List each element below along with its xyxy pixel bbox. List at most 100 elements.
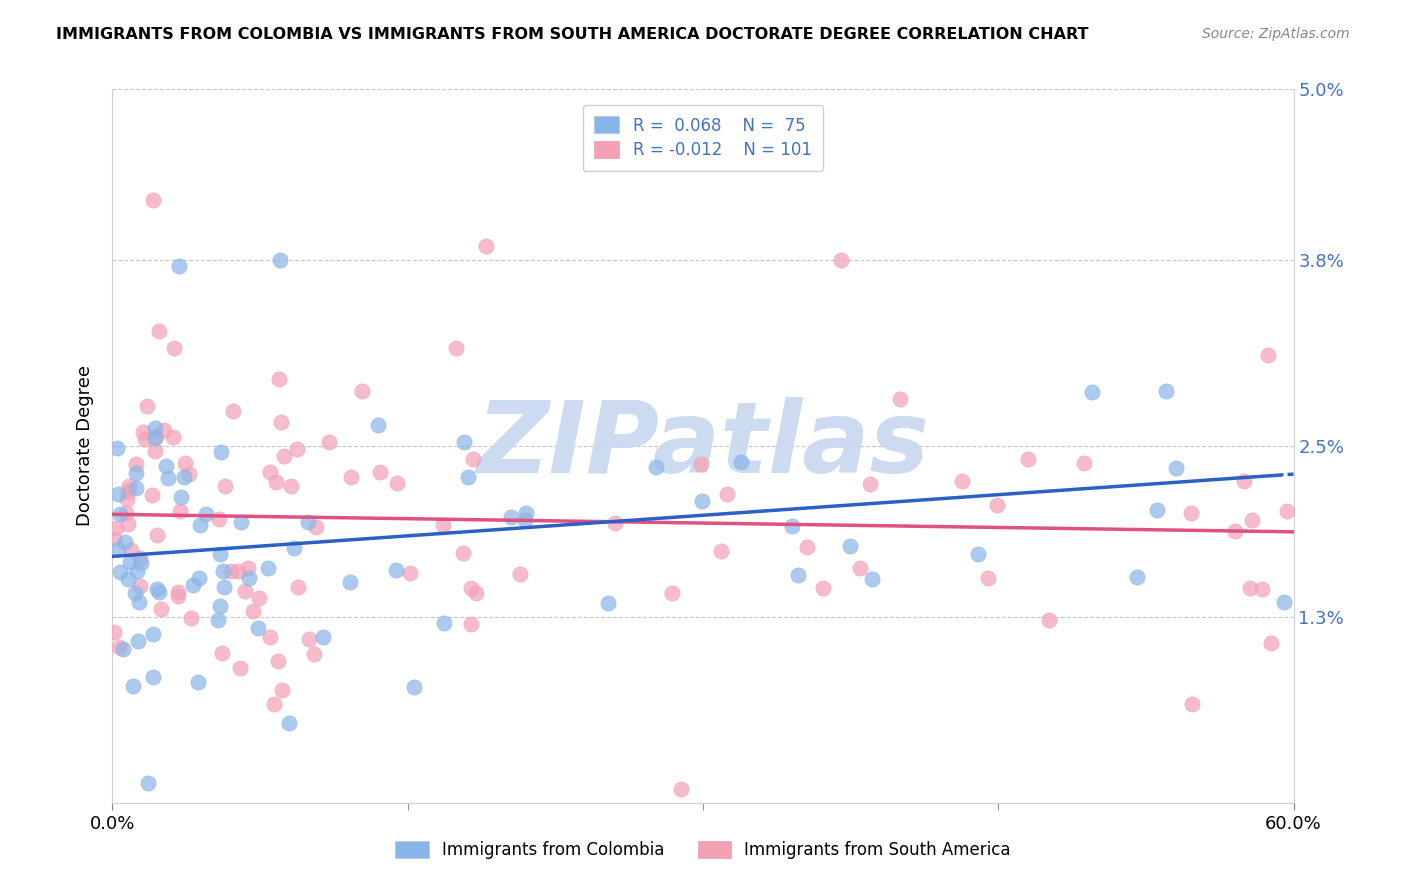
Immigrants from Colombia [1274,595,1296,609]
Immigrants from South America [103,532,125,546]
Immigrants from Colombia [787,568,810,582]
Immigrants from South America [986,498,1008,512]
Immigrants from South America [153,423,176,437]
Immigrants from South America [280,479,302,493]
Immigrants from South America [129,551,152,566]
Immigrants from South America [145,527,167,541]
Immigrants from Colombia [142,627,165,641]
Immigrants from South America [167,589,190,603]
Immigrants from South America [163,341,186,355]
Immigrants from South America [115,507,138,521]
Legend: Immigrants from Colombia, Immigrants from South America: Immigrants from Colombia, Immigrants fro… [388,834,1018,866]
Immigrants from Colombia [207,613,229,627]
Immigrants from South America [148,325,170,339]
Immigrants from South America [977,571,1000,585]
Immigrants from South America [1181,697,1204,711]
Immigrants from South America [117,516,139,531]
Immigrants from South America [135,399,157,413]
Immigrants from Colombia [1164,460,1187,475]
Immigrants from Colombia [188,571,211,585]
Immigrants from Colombia [246,621,269,635]
Immigrants from Colombia [124,586,146,600]
Immigrants from South America [145,429,167,443]
Immigrants from South America [287,580,309,594]
Immigrants from South America [399,566,422,580]
Immigrants from Colombia [114,535,136,549]
Immigrants from Colombia [780,519,803,533]
Immigrants from South America [464,586,486,600]
Immigrants from Colombia [212,564,235,578]
Immigrants from Colombia [515,506,537,520]
Immigrants from Colombia [209,547,232,561]
Immigrants from South America [605,516,627,530]
Immigrants from Colombia [105,442,128,456]
Immigrants from Colombia [187,674,209,689]
Immigrants from South America [811,581,834,595]
Immigrants from South America [125,458,148,472]
Immigrants from South America [1257,348,1279,362]
Immigrants from Colombia [339,574,361,589]
Immigrants from South America [859,477,882,491]
Immigrants from South America [1038,613,1060,627]
Immigrants from South America [1250,582,1272,596]
Immigrants from South America [219,564,242,578]
Immigrants from South America [134,432,156,446]
Immigrants from South America [166,585,188,599]
Text: Source: ZipAtlas.com: Source: ZipAtlas.com [1202,27,1350,41]
Text: ZIPatlas: ZIPatlas [477,398,929,494]
Immigrants from Colombia [283,541,305,555]
Immigrants from South America [131,425,153,440]
Immigrants from South America [509,566,531,581]
Immigrants from South America [304,647,326,661]
Immigrants from South America [1073,456,1095,470]
Immigrants from South America [247,591,270,606]
Immigrants from South America [287,442,309,456]
Immigrants from South America [141,488,163,502]
Immigrants from Colombia [145,582,167,597]
Immigrants from South America [179,467,201,481]
Immigrants from South America [830,253,852,268]
Immigrants from Colombia [156,471,179,485]
Immigrants from Colombia [145,431,167,445]
Immigrants from South America [180,610,202,624]
Immigrants from South America [169,504,191,518]
Immigrants from South America [432,517,454,532]
Immigrants from South America [117,484,139,499]
Immigrants from South America [318,435,340,450]
Immigrants from South America [208,512,231,526]
Immigrants from South America [103,625,125,640]
Immigrants from South America [340,469,363,483]
Immigrants from Colombia [229,515,252,529]
Immigrants from South America [118,479,141,493]
Immigrants from South America [142,193,165,207]
Immigrants from South America [305,520,328,534]
Immigrants from Colombia [367,418,389,433]
Immigrants from Colombia [121,679,143,693]
Immigrants from Colombia [120,555,142,569]
Immigrants from Colombia [238,571,260,585]
Immigrants from Colombia [209,444,232,458]
Immigrants from South America [385,476,408,491]
Immigrants from South America [117,491,139,506]
Immigrants from Colombia [269,253,291,268]
Immigrants from South America [173,457,195,471]
Immigrants from Colombia [212,580,235,594]
Immigrants from South America [716,487,738,501]
Immigrants from Colombia [499,510,522,524]
Immigrants from Colombia [188,517,211,532]
Immigrants from South America [460,581,482,595]
Immigrants from South America [270,415,292,429]
Immigrants from South America [297,632,319,646]
Immigrants from South America [690,457,713,471]
Immigrants from South America [461,451,484,466]
Immigrants from South America [233,583,256,598]
Immigrants from South America [242,603,264,617]
Immigrants from Colombia [690,494,713,508]
Immigrants from South America [1017,451,1039,466]
Immigrants from Colombia [129,556,152,570]
Immigrants from Colombia [125,481,148,495]
Immigrants from Colombia [860,572,883,586]
Immigrants from South America [273,450,295,464]
Immigrants from South America [264,475,287,489]
Immigrants from South America [460,617,482,632]
